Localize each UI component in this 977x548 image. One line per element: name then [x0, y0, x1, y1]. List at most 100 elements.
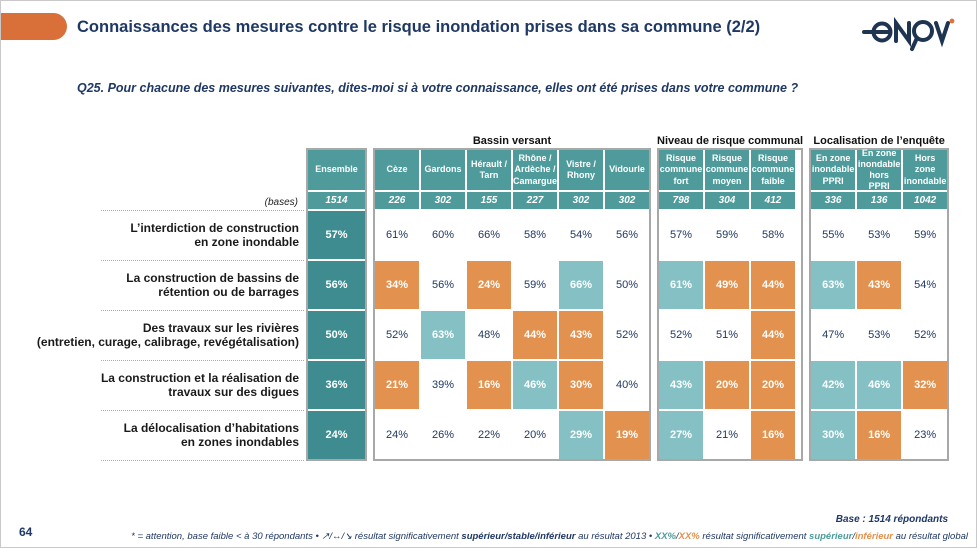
data-cell: 56% [308, 261, 365, 309]
data-cell: 56% [605, 211, 649, 259]
group-title: Bassin versant [472, 135, 552, 147]
data-cell: 24% [467, 261, 511, 309]
data-cell: 16% [751, 411, 795, 459]
column-header: Risque commune fort [659, 150, 703, 190]
footnote-slash2: / [852, 531, 855, 542]
column-group-niveau: Niveau de risque communal Risque commune … [657, 134, 804, 461]
results-table: (bases) L’interdiction de construction e… [1, 134, 950, 461]
footnote-part4: au résultat global [893, 531, 968, 542]
base-value: 302 [559, 192, 603, 209]
data-cell: 43% [559, 311, 603, 359]
base-value: 798 [659, 192, 703, 209]
base-value: 226 [375, 192, 419, 209]
data-cell: 24% [308, 411, 365, 459]
base-note: Base : 1514 répondants [835, 514, 948, 525]
footnote: * = attention, base faible < à 30 répond… [108, 531, 968, 542]
base-value: 412 [751, 192, 795, 209]
group-title: Localisation de l’enquête [813, 135, 945, 147]
page-number: 64 [19, 525, 33, 539]
column-header: En zone inondable PPRI [811, 150, 856, 190]
enov-logo [862, 7, 962, 57]
row-label: L’interdiction de construction en zone i… [1, 210, 304, 259]
column-header: Risque commune faible [751, 150, 795, 190]
data-cell: 52% [605, 311, 649, 359]
data-cell: 36% [308, 361, 365, 409]
data-cell: 44% [751, 311, 795, 359]
bases-label: (bases) [264, 197, 298, 208]
footnote-inferieur: inférieur [854, 531, 893, 542]
data-cell: 39% [421, 361, 465, 409]
column-header: Rhône / Ardèche / Camargue [513, 150, 557, 190]
footnote-xx-low: XX% [678, 531, 700, 542]
group-box: En zone inondable PPRI En zone inondable … [809, 148, 950, 461]
column-header: Ensemble [308, 150, 365, 190]
data-cell: 57% [659, 211, 703, 259]
data-cell: 21% [705, 411, 749, 459]
data-cell: 16% [857, 411, 902, 459]
data-cell: 46% [513, 361, 557, 409]
footnote-part1: * = attention, base faible < à 30 répond… [131, 531, 462, 542]
data-cell: 50% [308, 311, 365, 359]
data-cell: 16% [467, 361, 511, 409]
footnote-part3: résultat significativement [699, 531, 810, 542]
data-cell: 50% [605, 261, 649, 309]
data-cell: 60% [421, 211, 465, 259]
data-cell: 26% [421, 411, 465, 459]
data-cell: 52% [659, 311, 703, 359]
group-box: Risque commune fort Risque commune moyen R… [657, 148, 804, 461]
row-label: La construction et la réalisation de tra… [1, 360, 304, 409]
base-value: 304 [705, 192, 749, 209]
page-title: Connaissances des mesures contre le risq… [77, 18, 761, 36]
data-cell: 52% [375, 311, 419, 359]
enov-logo-icon [862, 16, 955, 51]
data-cell: 55% [811, 211, 856, 259]
data-cell: 59% [903, 211, 948, 259]
labels-spacer: (bases) [1, 134, 304, 211]
data-cell: 49% [705, 261, 749, 309]
data-cell: 66% [467, 211, 511, 259]
data-cell: 42% [811, 361, 856, 409]
column-group-bassin: Bassin versant Cèze Gardons Hérault / Tarn R… [373, 134, 651, 461]
data-cell: 63% [421, 311, 465, 359]
column-header: Vistre / Rhony [559, 150, 603, 190]
data-cell: 54% [903, 261, 948, 309]
column-group-ensemble: Ensemble 1514 57% 56% 50% 36% 24% [306, 134, 367, 461]
column-header: Gardons [421, 150, 465, 190]
base-value: 336 [811, 192, 856, 209]
column-header: Vidourle [605, 150, 649, 190]
data-cell: 46% [857, 361, 902, 409]
data-cell: 20% [705, 361, 749, 409]
data-cell: 58% [513, 211, 557, 259]
base-value: 155 [467, 192, 511, 209]
group-title [306, 134, 367, 148]
data-cell: 66% [559, 261, 603, 309]
footnote-xx-high: XX% [654, 531, 676, 542]
data-cell: 19% [605, 411, 649, 459]
footnote-slash1: / [675, 531, 679, 542]
data-cell: 22% [467, 411, 511, 459]
group-box: Ensemble 1514 57% 56% 50% 36% 24% [306, 148, 367, 461]
base-value: 302 [421, 192, 465, 209]
data-cell: 43% [659, 361, 703, 409]
data-cell: 56% [421, 261, 465, 309]
base-value: 302 [605, 192, 649, 209]
data-cell: 59% [705, 211, 749, 259]
row-label: La construction de bassins de rétention … [1, 260, 304, 309]
data-cell: 61% [659, 261, 703, 309]
data-cell: 48% [467, 311, 511, 359]
data-cell: 59% [513, 261, 557, 309]
base-value: 227 [513, 192, 557, 209]
data-cell: 27% [659, 411, 703, 459]
data-cell: 34% [375, 261, 419, 309]
footnote-superieur: supérieur [809, 531, 853, 542]
data-cell: 51% [705, 311, 749, 359]
data-cell: 54% [559, 211, 603, 259]
data-cell: 23% [903, 411, 948, 459]
data-cell: 47% [811, 311, 856, 359]
data-cell: 30% [811, 411, 856, 459]
data-cell: 29% [559, 411, 603, 459]
footnote-part2: au résultat 2013 • [575, 531, 655, 542]
data-cell: 53% [857, 211, 902, 259]
group-box: Cèze Gardons Hérault / Tarn Rhône / Ardèche… [373, 148, 651, 461]
